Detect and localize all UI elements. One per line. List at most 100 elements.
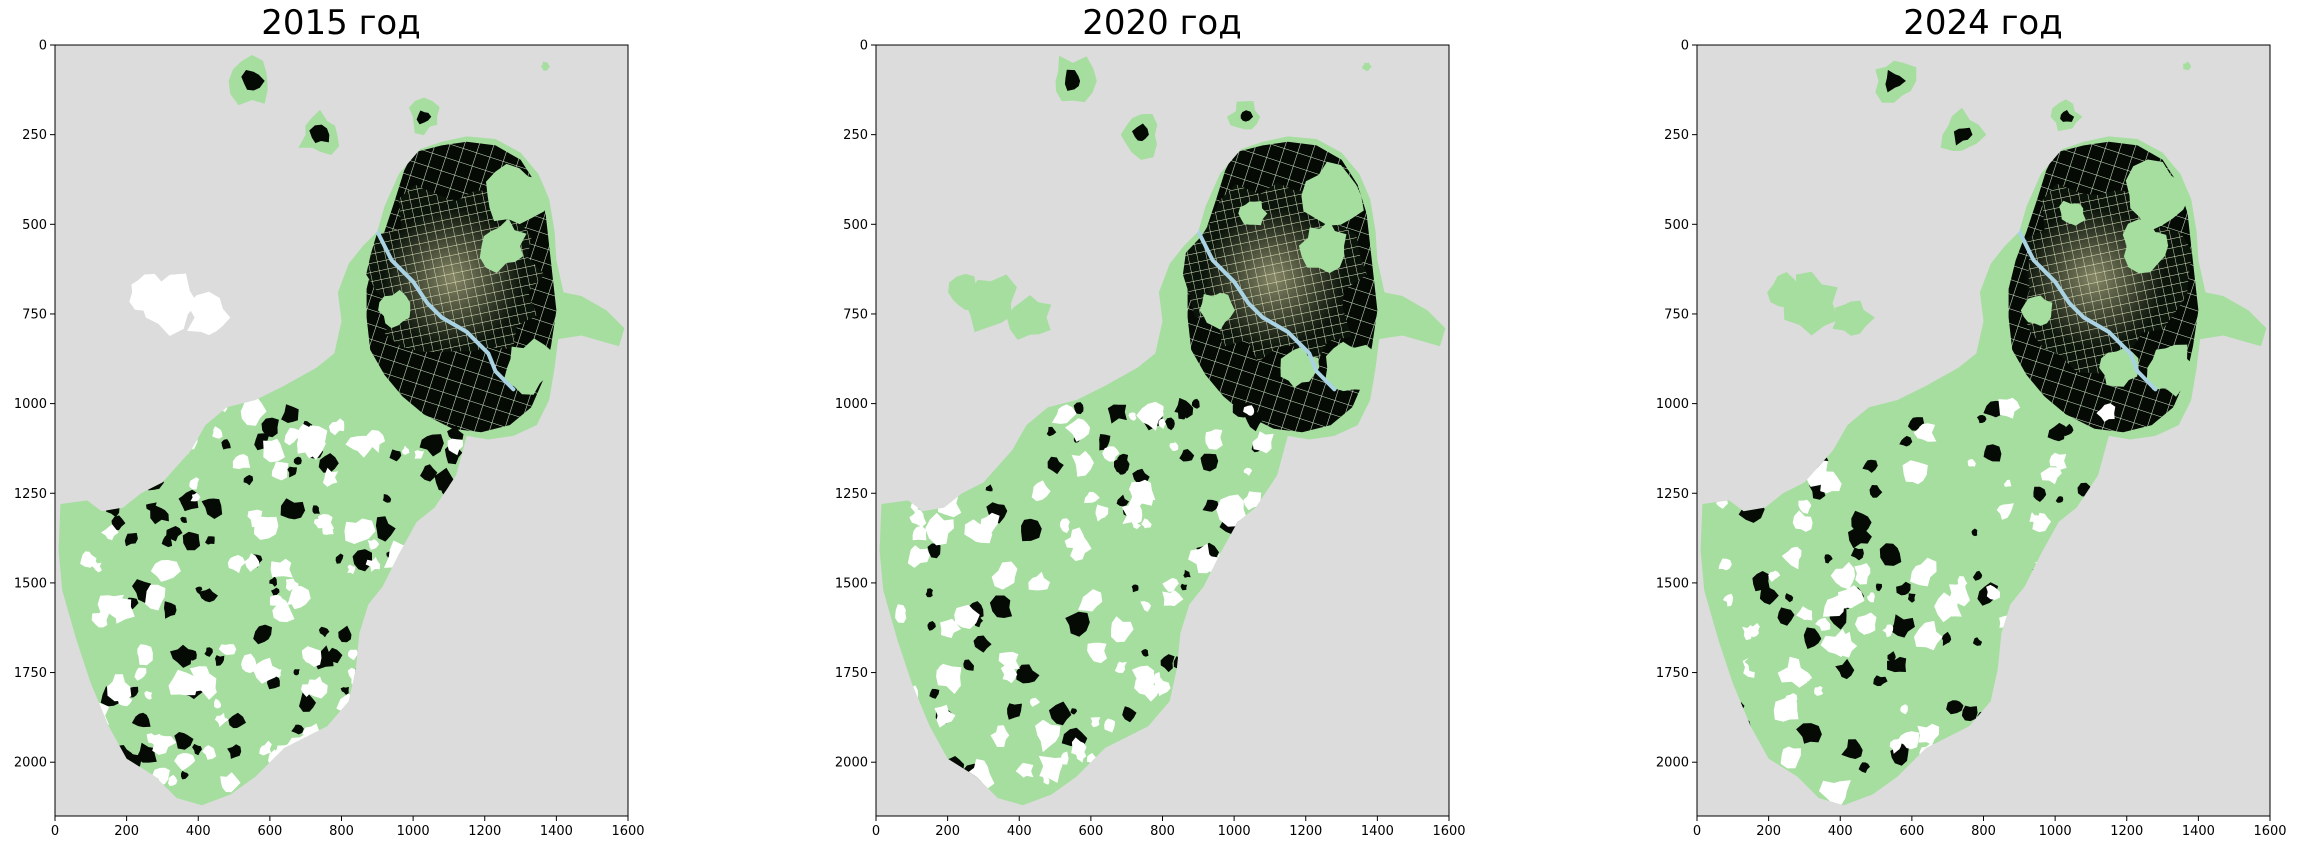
y-tick-label: 250 bbox=[1664, 128, 1689, 143]
territory-fragment bbox=[129, 273, 162, 311]
y-tick-label: 250 bbox=[22, 128, 47, 143]
open-area-patch bbox=[1205, 429, 1223, 450]
urban-patch bbox=[1048, 701, 1072, 726]
urban-patch bbox=[1879, 543, 1902, 566]
open-area-patch bbox=[214, 712, 229, 728]
urban-patch bbox=[1841, 739, 1863, 759]
open-area-patch bbox=[1038, 755, 1064, 783]
urban-patch bbox=[1875, 583, 1883, 592]
open-area-patch bbox=[1796, 606, 1813, 621]
open-area-patch bbox=[1000, 664, 1018, 684]
urban-patch bbox=[261, 417, 279, 438]
urban-patch bbox=[989, 595, 1013, 618]
open-area-patch bbox=[270, 558, 293, 578]
green-space bbox=[2059, 200, 2086, 226]
urban-patch bbox=[180, 516, 188, 523]
map-panel: 2020 год 0 200 400 600 800 1000 1200 1400 1600 0 2… bbox=[835, 3, 1466, 839]
open-area-patch bbox=[344, 518, 376, 544]
x-tick-label: 0 bbox=[51, 824, 59, 839]
urban-patch bbox=[2062, 423, 2074, 437]
urban-patch bbox=[2047, 422, 2066, 442]
open-area-patch bbox=[1949, 603, 1960, 617]
open-area-patch bbox=[1781, 546, 1802, 570]
urban-patch bbox=[1946, 700, 1964, 715]
open-area-patch bbox=[212, 426, 223, 439]
open-area-patch bbox=[1029, 697, 1040, 707]
urban-patch bbox=[1116, 494, 1129, 507]
x-tick-label: 600 bbox=[257, 824, 282, 839]
open-area-patch bbox=[1815, 617, 1831, 631]
urban-patch bbox=[205, 536, 215, 545]
open-area-patch bbox=[1854, 563, 1871, 585]
open-area-patch bbox=[1071, 450, 1094, 477]
urban-patch bbox=[1202, 499, 1219, 512]
urban-patch bbox=[1180, 583, 1188, 591]
open-area-patch bbox=[240, 395, 267, 426]
y-tick-label: 1750 bbox=[1656, 666, 1689, 681]
open-area-patch bbox=[1059, 518, 1070, 534]
urban-patch bbox=[1016, 664, 1040, 684]
y-tick-label: 500 bbox=[843, 218, 868, 233]
urban-patch bbox=[1122, 706, 1137, 723]
open-area-patch bbox=[253, 657, 282, 684]
urban-patch bbox=[293, 456, 302, 465]
open-area-patch bbox=[1158, 418, 1166, 429]
y-tick-label: 250 bbox=[843, 128, 868, 143]
urban-patch bbox=[1099, 434, 1111, 451]
urban-patch bbox=[927, 543, 941, 559]
urban-patch bbox=[1174, 397, 1194, 419]
urban-patch bbox=[1179, 449, 1195, 462]
urban-patch bbox=[243, 474, 254, 486]
open-area-patch bbox=[1084, 491, 1100, 504]
open-area-patch bbox=[297, 428, 326, 460]
open-area-patch bbox=[895, 604, 907, 623]
green-space bbox=[486, 163, 547, 225]
y-tick-label: 2000 bbox=[835, 756, 868, 771]
urban-patch bbox=[1976, 415, 1987, 424]
urban-patch bbox=[1953, 127, 1973, 146]
open-area-patch bbox=[447, 438, 463, 456]
open-area-patch bbox=[925, 512, 954, 546]
y-tick-label: 2000 bbox=[14, 756, 47, 771]
territory-fragment bbox=[1832, 300, 1875, 336]
open-area-patch bbox=[1087, 642, 1107, 664]
urban-patch bbox=[299, 692, 316, 712]
urban-patch bbox=[131, 712, 151, 728]
open-area-patch bbox=[1722, 593, 1734, 607]
urban-patch bbox=[241, 70, 265, 91]
urban-patch bbox=[1972, 570, 1983, 581]
open-area-patch bbox=[365, 557, 381, 572]
x-tick-label: 1600 bbox=[1432, 824, 1465, 839]
urban-patch bbox=[973, 635, 992, 653]
urban-patch bbox=[136, 742, 157, 763]
open-area-patch bbox=[998, 651, 1020, 670]
urban-patch bbox=[1132, 123, 1149, 142]
urban-patch bbox=[1835, 658, 1855, 680]
open-area-patch bbox=[322, 525, 334, 535]
urban-patch bbox=[1972, 637, 1983, 646]
urban-patch bbox=[1070, 708, 1078, 715]
green-space bbox=[1325, 341, 1377, 392]
x-tick-label: 400 bbox=[1007, 824, 1032, 839]
x-tick-label: 1200 bbox=[1289, 824, 1322, 839]
open-area-patch bbox=[1889, 739, 1902, 754]
open-area-patch bbox=[1996, 503, 2014, 520]
urban-patch bbox=[447, 424, 464, 444]
open-area-patch bbox=[190, 492, 201, 502]
open-area-patch bbox=[214, 698, 221, 709]
urban-patch bbox=[929, 688, 940, 699]
x-tick-label: 1000 bbox=[1218, 824, 1251, 839]
open-area-patch bbox=[1074, 750, 1087, 763]
urban-patch bbox=[271, 587, 280, 597]
urban-patch bbox=[352, 549, 372, 572]
urban-patch bbox=[1983, 444, 2002, 462]
open-area-patch bbox=[1897, 731, 1920, 750]
open-area-patch bbox=[1015, 762, 1034, 778]
open-area-patch bbox=[1102, 446, 1120, 462]
urban-patch bbox=[215, 655, 225, 666]
urban-patch bbox=[124, 532, 138, 547]
urban-patch bbox=[1848, 527, 1872, 549]
open-area-patch bbox=[2029, 512, 2040, 524]
open-area-patch bbox=[2049, 452, 2067, 470]
open-area-patch bbox=[347, 649, 359, 661]
